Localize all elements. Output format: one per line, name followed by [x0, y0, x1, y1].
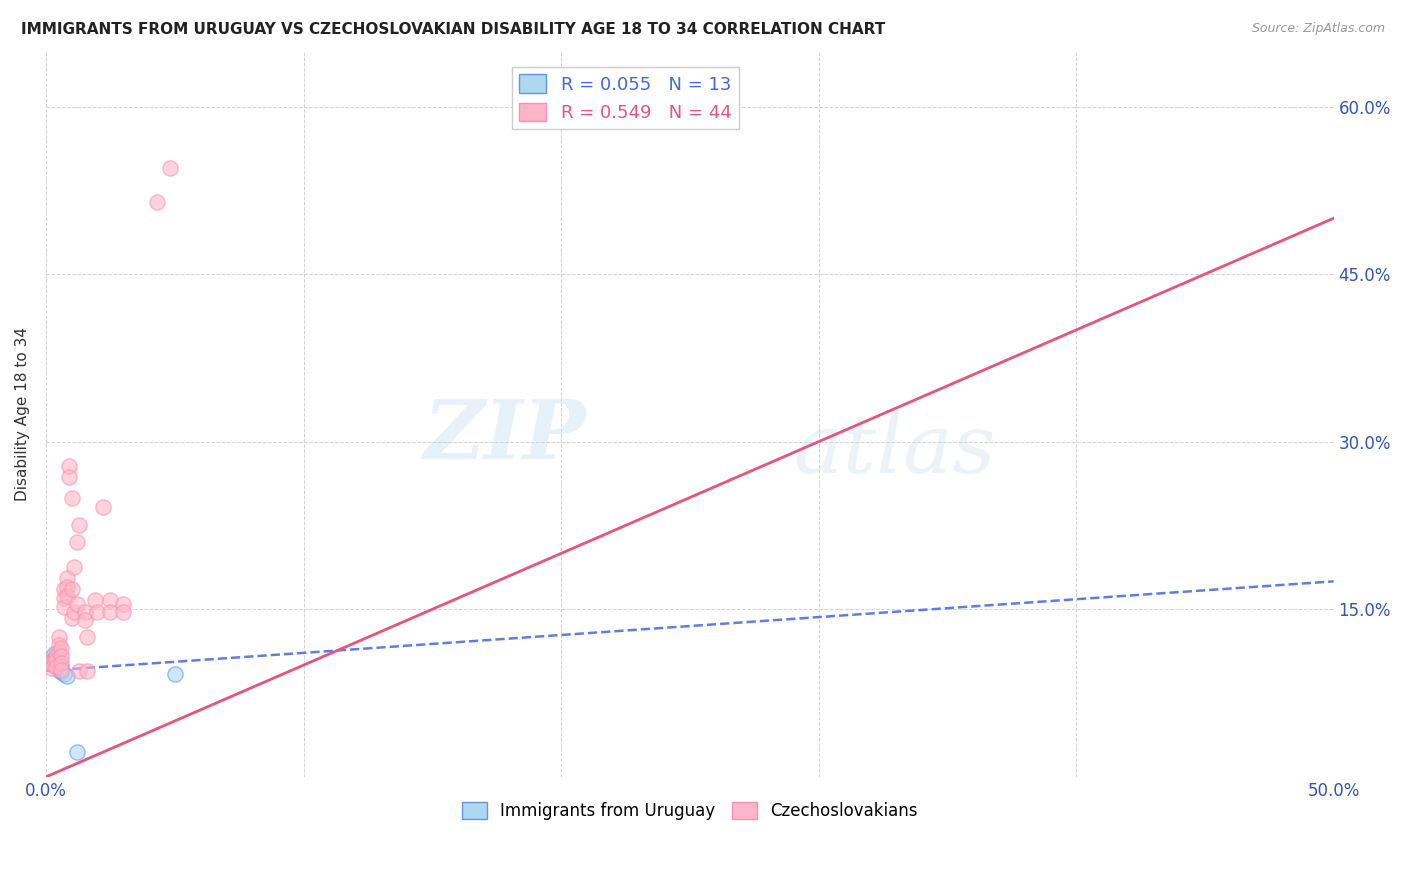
Point: [55, 589, 77, 603]
Point: [91, 500, 114, 514]
Point: [39, 656, 62, 670]
Point: [83, 593, 105, 607]
Point: [86, 605, 108, 619]
Point: [48, 663, 70, 677]
Point: [48, 638, 70, 652]
Point: [76, 630, 98, 644]
Point: [48, 630, 70, 644]
Point: [51, 656, 73, 670]
Point: [66, 745, 89, 759]
Point: [60, 582, 83, 597]
Text: atlas: atlas: [793, 410, 995, 490]
Point: [98, 605, 121, 619]
Point: [63, 605, 86, 619]
Point: [66, 597, 89, 611]
Point: [73, 614, 96, 628]
Point: [112, 605, 135, 619]
Text: ZIP: ZIP: [425, 395, 586, 475]
Point: [53, 600, 76, 615]
Point: [98, 593, 121, 607]
Point: [60, 491, 83, 505]
Point: [58, 470, 80, 484]
Point: [45, 649, 67, 664]
Point: [63, 559, 86, 574]
Point: [42, 658, 65, 673]
Point: [53, 591, 76, 606]
Text: Source: ZipAtlas.com: Source: ZipAtlas.com: [1251, 22, 1385, 36]
Point: [53, 582, 76, 597]
Point: [76, 664, 98, 678]
Point: [48, 660, 70, 674]
Point: [51, 641, 73, 656]
Point: [45, 652, 67, 666]
Y-axis label: Disability Age 18 to 34: Disability Age 18 to 34: [15, 326, 30, 500]
Point: [53, 667, 76, 681]
Point: [145, 194, 167, 209]
Point: [48, 657, 70, 671]
Point: [112, 597, 135, 611]
Point: [58, 459, 80, 474]
Point: [42, 652, 65, 666]
Point: [51, 663, 73, 677]
Point: [69, 518, 91, 533]
Point: [60, 611, 83, 625]
Point: [73, 605, 96, 619]
Point: [51, 649, 73, 664]
Point: [159, 161, 181, 175]
Point: [51, 665, 73, 679]
Point: [55, 580, 77, 594]
Point: [66, 535, 89, 549]
Point: [45, 655, 67, 669]
Point: [42, 647, 65, 661]
Point: [45, 647, 67, 661]
Text: IMMIGRANTS FROM URUGUAY VS CZECHOSLOVAKIAN DISABILITY AGE 18 TO 34 CORRELATION C: IMMIGRANTS FROM URUGUAY VS CZECHOSLOVAKI…: [21, 22, 886, 37]
Point: [55, 669, 77, 683]
Point: [39, 661, 62, 675]
Point: [55, 571, 77, 585]
Legend: Immigrants from Uruguay, Czechoslovakians: Immigrants from Uruguay, Czechoslovakian…: [456, 795, 925, 827]
Point: [163, 667, 186, 681]
Point: [45, 660, 67, 674]
Point: [48, 645, 70, 659]
Point: [69, 664, 91, 678]
Point: [42, 652, 65, 666]
Point: [51, 659, 73, 673]
